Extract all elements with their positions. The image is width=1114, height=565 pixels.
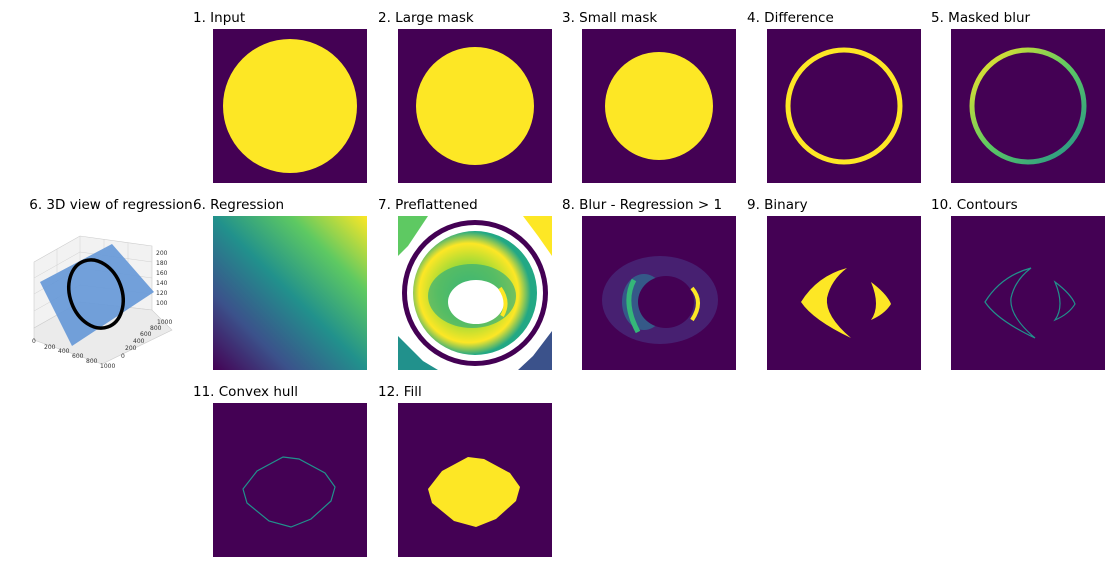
y-tick: 600	[140, 331, 152, 338]
panel-title: 8. Blur - Regression > 1	[562, 197, 723, 213]
view3d-title: 6. 3D view of regression	[29, 197, 193, 213]
masked-blur-image	[951, 29, 1105, 183]
panel-title: 9. Binary	[747, 197, 808, 213]
panel-title: 2. Large mask	[378, 10, 474, 26]
small-mask-image	[582, 29, 736, 183]
regression-image	[213, 216, 367, 370]
panel-title: 1. Input	[193, 10, 246, 26]
z-tick: 100	[156, 300, 168, 307]
z-tick: 180	[156, 260, 168, 267]
panel-title: 11. Convex hull	[193, 384, 298, 400]
view3d-plot: 200 180 160 140 120 100 1000 800 600 400…	[32, 235, 173, 370]
blur-regression-image	[582, 216, 736, 370]
x-tick: 1000	[100, 363, 115, 370]
binary-image	[767, 216, 921, 370]
x-tick: 200	[44, 344, 56, 351]
x-tick: 800	[86, 358, 98, 365]
x-tick: 0	[32, 338, 36, 345]
panel-title: 5. Masked blur	[931, 10, 1031, 26]
z-tick: 200	[156, 250, 168, 257]
regression-plane	[40, 244, 154, 346]
input-image	[213, 29, 367, 183]
panel-title: 4. Difference	[747, 10, 834, 26]
large-mask-image	[398, 29, 552, 183]
z-tick: 140	[156, 280, 168, 287]
y-tick: 0	[121, 353, 125, 360]
panel-title: 12. Fill	[378, 384, 422, 400]
panel-title: 3. Small mask	[562, 10, 658, 26]
ring-trace	[67, 258, 125, 330]
panel-title: 6. Regression	[193, 197, 285, 213]
panel-title: 10. Contours	[931, 197, 1018, 213]
convex-hull-image	[213, 403, 367, 557]
fill-image	[398, 403, 552, 557]
x-tick: 600	[72, 353, 84, 360]
y-tick: 800	[150, 325, 162, 332]
z-tick: 160	[156, 270, 168, 277]
y-tick: 400	[133, 338, 145, 345]
preflattened-image	[398, 216, 552, 370]
y-tick: 1000	[157, 319, 172, 326]
z-tick: 120	[156, 290, 168, 297]
x-tick: 400	[58, 348, 70, 355]
panel-title: 7. Preflattened	[378, 197, 478, 213]
contours-image	[951, 216, 1105, 370]
difference-image	[767, 29, 921, 183]
y-tick: 200	[125, 345, 137, 352]
